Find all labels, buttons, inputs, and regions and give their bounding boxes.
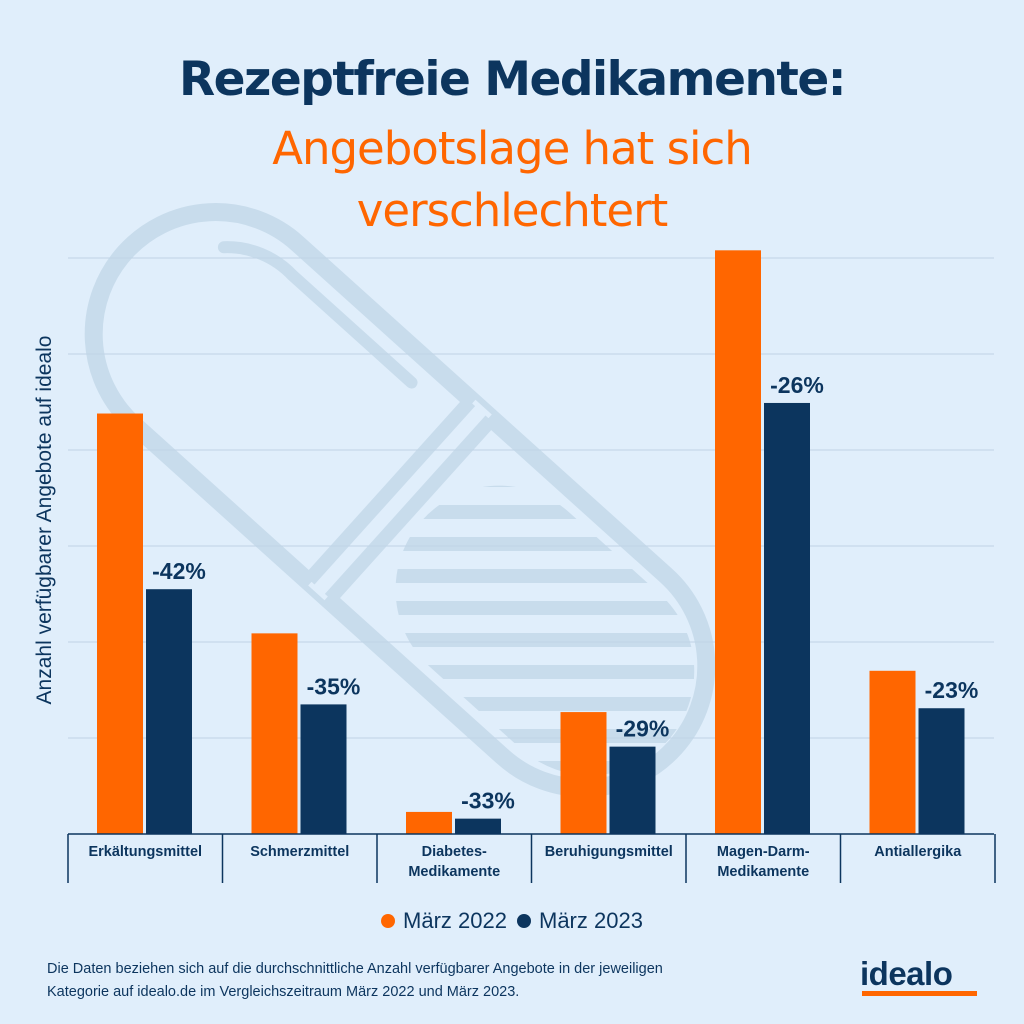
legend-label-2023: März 2023 xyxy=(539,908,643,933)
y-axis-label: Anzahl verfügbarer Angebote auf idealo xyxy=(33,335,56,705)
legend-dot-orange-icon xyxy=(381,914,396,928)
bar-2023 xyxy=(146,589,192,834)
x-tick-label: Diabetes- xyxy=(422,844,487,860)
x-tick-label: Magen-Darm- xyxy=(717,844,810,860)
change-label: -33% xyxy=(461,788,515,814)
bar-2023 xyxy=(455,818,501,834)
subtitle-line-1: Angebotslage hat sich xyxy=(272,122,753,175)
bar-2022 xyxy=(715,250,761,834)
bar-2023 xyxy=(918,708,965,834)
pill-highlight xyxy=(217,241,418,389)
footnote-line-2: Kategorie auf idealo.de im Vergleichszei… xyxy=(47,984,520,1000)
bar-2022 xyxy=(406,811,452,834)
gridlines xyxy=(68,257,994,739)
legend-label-2022: März 2022 xyxy=(403,908,507,933)
change-label: -35% xyxy=(307,673,361,699)
chart-title: Rezeptfreie Medikamente: xyxy=(178,52,847,107)
bar-2022 xyxy=(97,413,143,834)
x-tick-label: Beruhigungsmittel xyxy=(545,844,673,860)
change-label: -42% xyxy=(152,558,206,584)
change-label: -29% xyxy=(616,716,670,742)
annotations: -42% -35% -33% -29% -26% -23% xyxy=(152,372,978,814)
chart-subtitle: Angebotslage hat sich verschlechtert xyxy=(0,118,1024,242)
idealo-logo: idealo xyxy=(860,955,953,992)
x-tick-label: Medikamente xyxy=(408,864,500,880)
change-label: -26% xyxy=(770,372,824,398)
pill-gap xyxy=(308,399,492,601)
x-tick-label: Medikamente xyxy=(717,864,809,880)
x-axis: Erkältungsmittel Schmerzmittel Diabetes- Me… xyxy=(67,833,996,883)
bars xyxy=(97,250,965,834)
subtitle-line-2: verschlechtert xyxy=(356,184,668,237)
change-label: -23% xyxy=(925,677,979,703)
bar-2022 xyxy=(251,633,298,834)
bar-2022 xyxy=(560,712,607,834)
x-tick-label: Antiallergika xyxy=(874,844,962,860)
bar-2022 xyxy=(869,670,916,834)
bar-2023 xyxy=(300,704,347,834)
idealo-logo-underline xyxy=(862,991,977,996)
footnote: Die Daten beziehen sich auf die durchsch… xyxy=(47,958,807,1004)
x-tick-label: Schmerzmittel xyxy=(250,844,349,860)
legend-item-2023: März 2023 xyxy=(517,908,643,934)
legend-dot-navy-icon xyxy=(517,914,531,928)
bar-2023 xyxy=(609,746,656,834)
x-tick-label: Erkältungsmittel xyxy=(88,844,202,860)
legend-item-2022: März 2022 xyxy=(381,908,507,934)
legend: März 2022 März 2023 xyxy=(0,908,1024,934)
footnote-line-1: Die Daten beziehen sich auf die durchsch… xyxy=(47,961,663,977)
bar-2023 xyxy=(764,402,810,834)
pill-split-left xyxy=(304,396,476,585)
